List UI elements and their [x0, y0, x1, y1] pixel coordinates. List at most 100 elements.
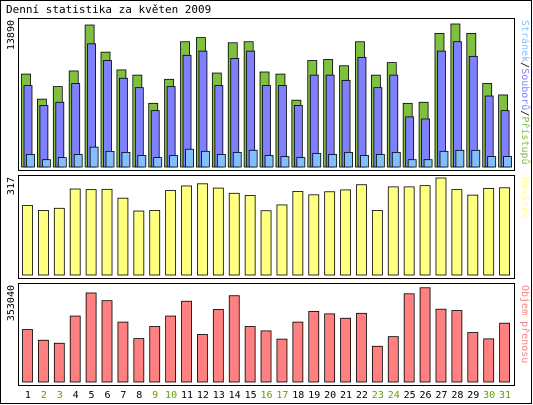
bar-transfer — [228, 295, 240, 383]
bar-transfer — [324, 313, 336, 383]
bar-transfer — [467, 332, 479, 383]
bar-transfer — [308, 310, 320, 383]
bar-pages — [439, 150, 449, 168]
panel-middle-max-label: 317 — [6, 177, 17, 195]
day-label: 25 — [404, 390, 416, 401]
bar-transfer — [340, 317, 351, 383]
bar-transfer — [53, 342, 65, 383]
day-label: 21 — [340, 390, 352, 401]
panel-middle: 317 Návštěv — [6, 175, 531, 279]
bar-transfer — [292, 321, 304, 383]
bar-visits — [149, 210, 161, 276]
bar-visits — [276, 204, 288, 276]
panel-top: 13890 Stránek/Souborů/Přístupů — [6, 18, 531, 171]
day-label: 5 — [89, 390, 95, 401]
bar-pages — [185, 148, 194, 168]
bar-pages — [455, 149, 465, 168]
bar-visits — [340, 189, 351, 276]
bar-visits — [403, 186, 415, 276]
day-label: 22 — [356, 390, 368, 401]
bar-transfer — [197, 334, 208, 383]
bar-pages — [391, 151, 401, 168]
bar-transfer — [85, 292, 97, 383]
bar-transfer — [244, 326, 256, 383]
bar-files — [166, 86, 176, 168]
bar-pages — [201, 150, 210, 168]
bar-transfer — [212, 309, 224, 383]
bar-visits — [356, 184, 367, 276]
panel-bottom-max-label: 353040 — [6, 285, 17, 321]
day-label: 7 — [120, 390, 126, 401]
bar-files — [278, 85, 287, 168]
bar-pages — [42, 159, 51, 168]
bar-visits — [451, 189, 463, 276]
bar-transfer — [149, 326, 161, 383]
bar-transfer — [133, 338, 145, 383]
bar-visits — [371, 210, 383, 276]
legend-separator: / — [519, 110, 530, 116]
bar-transfer — [483, 338, 495, 383]
bar-pages — [121, 151, 131, 168]
bar-pages — [232, 151, 242, 168]
bar-visits — [260, 210, 272, 276]
day-label: 13 — [213, 390, 225, 401]
day-label: 2 — [41, 390, 47, 401]
bar-visits — [212, 187, 224, 276]
bar-visits — [69, 188, 81, 276]
bar-files — [325, 74, 335, 168]
bar-pages — [169, 155, 179, 168]
chart-title: Denní statistika za květen 2009 — [6, 3, 211, 16]
bar-visits — [483, 188, 495, 276]
bar-visits — [101, 188, 113, 276]
bar-visits — [181, 185, 192, 276]
bar-transfer — [165, 315, 177, 383]
bar-files — [437, 50, 446, 168]
bar-transfer — [435, 308, 447, 383]
day-label: 9 — [152, 390, 158, 401]
bar-transfer — [499, 322, 510, 383]
day-label: 28 — [451, 390, 463, 401]
legend-entry: Souborů — [519, 68, 531, 110]
bar-transfer — [117, 321, 129, 383]
bar-visits — [292, 191, 304, 276]
panel-top-legend: Stránek/Souborů/Přístupů — [519, 20, 531, 165]
bar-visits — [244, 195, 256, 276]
bar-transfer — [276, 338, 288, 383]
bar-pages — [312, 153, 322, 168]
bar-pages — [423, 159, 433, 168]
bar-transfer — [260, 330, 272, 383]
bar-visits — [117, 197, 129, 276]
day-label: 8 — [136, 390, 142, 401]
day-label: 6 — [104, 390, 110, 401]
bar-pages — [89, 146, 99, 168]
day-label: 17 — [276, 390, 288, 401]
day-label: 1 — [25, 390, 31, 401]
bar-pages — [328, 154, 338, 168]
bar-pages — [471, 149, 481, 168]
bar-transfer — [419, 287, 431, 383]
bar-transfer — [181, 300, 192, 383]
bar-transfer — [387, 336, 399, 383]
legend-entry: Přístupů — [519, 116, 531, 164]
bar-transfer — [22, 329, 33, 383]
day-label: 26 — [420, 390, 432, 401]
bar-visits — [22, 205, 33, 276]
legend-entry: Návštěv — [519, 177, 531, 219]
bar-visits — [165, 190, 177, 276]
bar-pages — [407, 159, 417, 168]
day-label: 27 — [435, 390, 447, 401]
day-label: 30 — [483, 390, 495, 401]
day-label: 10 — [165, 390, 177, 401]
day-label: 24 — [388, 390, 400, 401]
bar-visits — [85, 189, 97, 276]
bar-pages — [487, 156, 497, 168]
panel-top-max-label: 13890 — [6, 20, 17, 50]
bar-pages — [73, 154, 83, 168]
bar-transfer — [38, 339, 49, 383]
legend-entry: Objem přenosu — [519, 285, 531, 363]
bar-visits — [467, 194, 479, 276]
legend-separator: / — [519, 62, 530, 68]
day-axis: 1 2 3 4 5 6 7 8 9 10 11 12 13 14 15 16 17 18 19 20 21 22 23 24 2… — [25, 390, 511, 401]
bar-pages — [344, 151, 353, 168]
